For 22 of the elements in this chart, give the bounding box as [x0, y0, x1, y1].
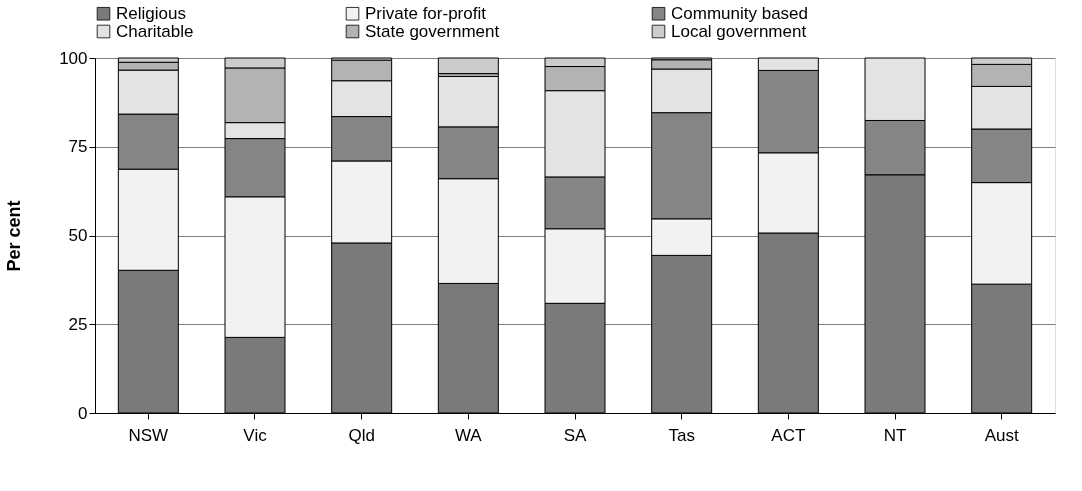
legend-label: Charitable	[116, 21, 194, 41]
y-tick-label: 100	[59, 48, 88, 68]
y-tick-label: 25	[68, 314, 88, 334]
y-tick-label: 75	[68, 137, 88, 157]
legend-label: Religious	[116, 3, 186, 23]
legend-label: Community based	[671, 3, 809, 23]
x-tick-label: SA	[563, 425, 587, 445]
x-tick-label: Aust	[984, 425, 1019, 445]
x-tick-label: NSW	[128, 425, 169, 445]
y-tick-label: 0	[78, 403, 88, 423]
x-tick-label: Tas	[668, 425, 695, 445]
bar	[437, 57, 499, 75]
legend-label: State government	[365, 21, 500, 41]
x-tick-label: NT	[883, 425, 907, 445]
x-tick-label: Qld	[348, 425, 375, 445]
x-tick-label: Vic	[243, 425, 268, 445]
legend-label: Local government	[671, 21, 807, 41]
x-tick-label: ACT	[771, 425, 806, 445]
x-tick-label: WA	[454, 425, 483, 445]
y-axis-title: Per cent	[4, 200, 25, 272]
y-tick-label: 50	[68, 226, 88, 245]
legend-label: Private for-profit	[365, 3, 487, 23]
